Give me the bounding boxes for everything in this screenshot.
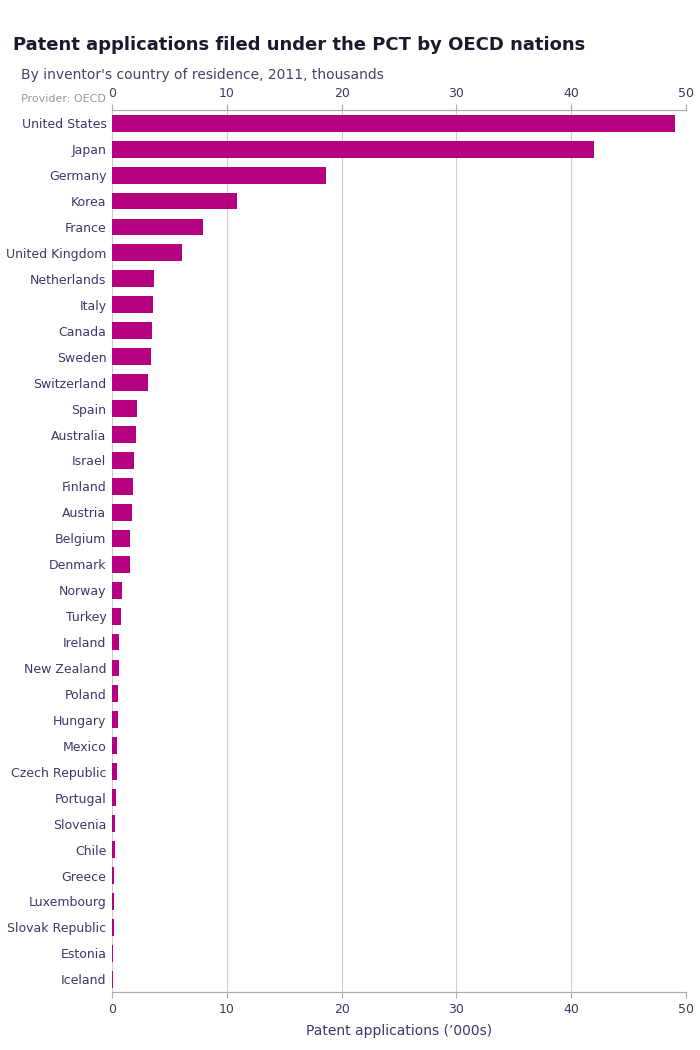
Bar: [112, 349, 151, 365]
Text: Provider: OECD: Provider: OECD: [21, 94, 106, 105]
Bar: [112, 114, 675, 131]
X-axis label: Patent applications (’000s): Patent applications (’000s): [306, 1024, 492, 1038]
Text: By inventor's country of residence, 2011, thousands: By inventor's country of residence, 2011…: [21, 68, 384, 82]
Bar: [112, 945, 113, 962]
Bar: [112, 218, 203, 235]
Text: figure.nz: figure.nz: [583, 19, 674, 38]
Text: Patent applications filed under the PCT by OECD nations: Patent applications filed under the PCT …: [13, 36, 585, 54]
Bar: [112, 452, 134, 469]
Bar: [112, 426, 136, 443]
Bar: [112, 400, 137, 417]
Bar: [112, 582, 122, 598]
Bar: [112, 763, 117, 780]
Bar: [112, 815, 116, 832]
Bar: [112, 790, 116, 806]
Bar: [112, 478, 133, 495]
Bar: [112, 971, 113, 988]
Bar: [112, 633, 120, 650]
Bar: [112, 192, 237, 209]
Bar: [112, 271, 155, 288]
Bar: [112, 504, 132, 521]
Bar: [112, 141, 594, 158]
Bar: [112, 737, 117, 754]
Bar: [112, 867, 114, 884]
Bar: [112, 608, 120, 625]
Bar: [112, 712, 118, 729]
Bar: [112, 296, 153, 313]
Bar: [112, 167, 326, 184]
Bar: [112, 686, 118, 702]
Bar: [112, 919, 113, 936]
Bar: [112, 322, 152, 339]
Bar: [112, 530, 130, 547]
Bar: [112, 659, 119, 676]
Bar: [112, 555, 130, 572]
Bar: [112, 892, 114, 910]
Bar: [112, 841, 115, 858]
Bar: [112, 374, 148, 391]
Bar: [112, 245, 182, 261]
